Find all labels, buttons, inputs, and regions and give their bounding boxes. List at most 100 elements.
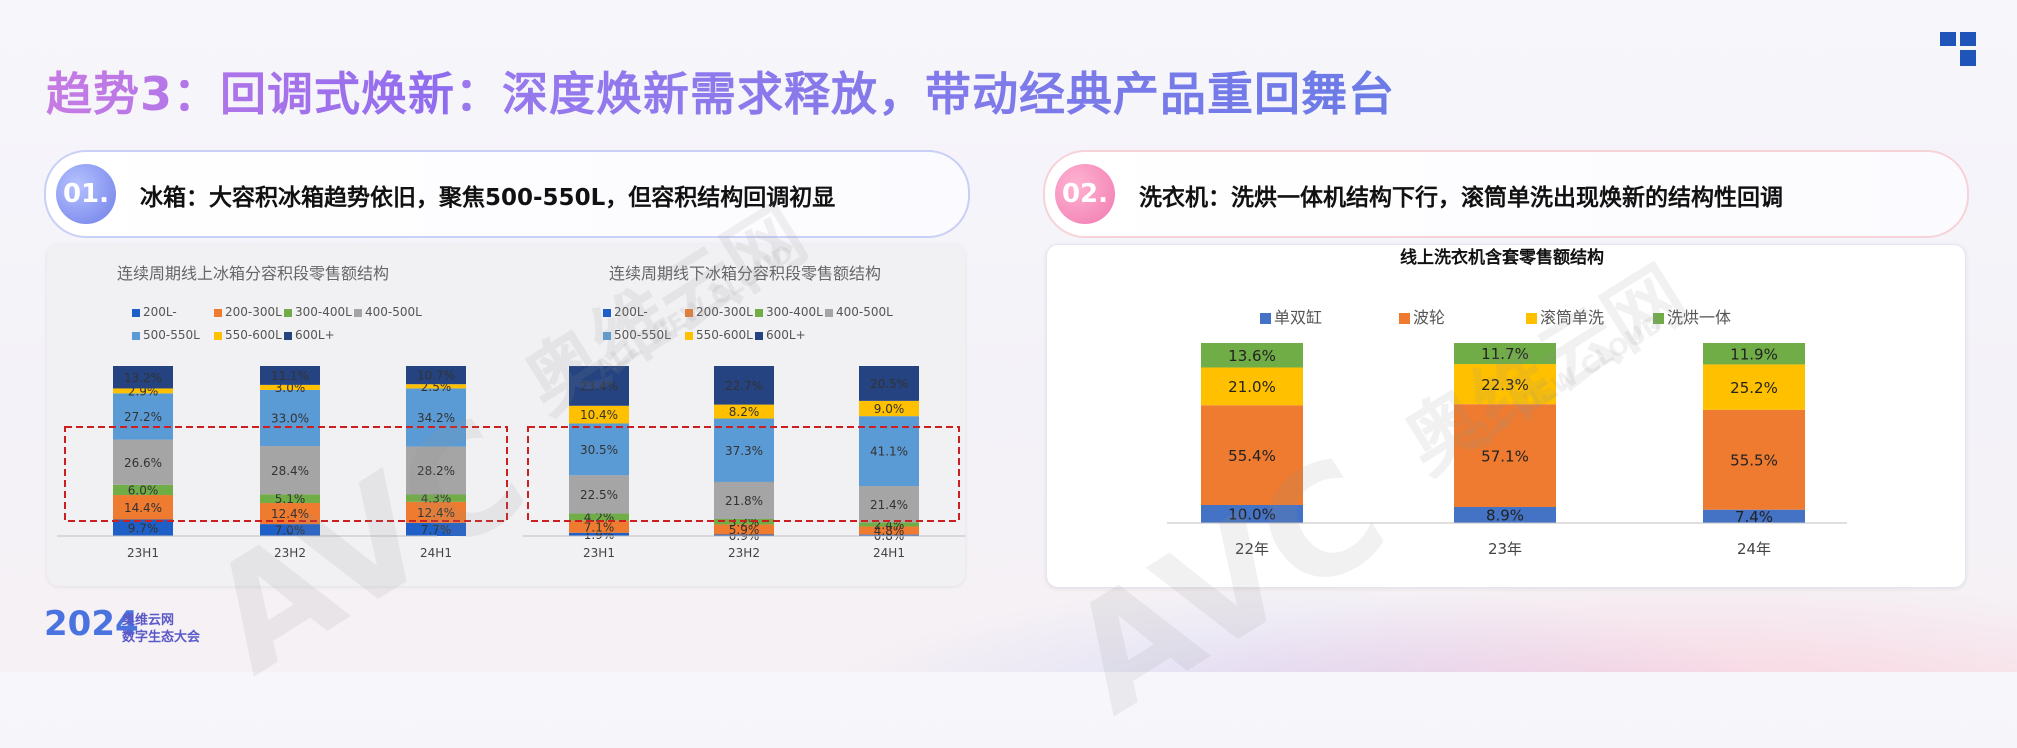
- bar-segment: [714, 524, 774, 535]
- bar-segment: [113, 366, 173, 389]
- data-label: 11.7%: [1481, 345, 1529, 363]
- category-label: 24H1: [420, 546, 452, 560]
- legend-label: 单双缸: [1274, 308, 1322, 327]
- data-label: 57.1%: [1481, 447, 1529, 465]
- data-label: 14.4%: [124, 501, 162, 515]
- legend-swatch: [1260, 313, 1271, 324]
- data-label: 10.7%: [417, 369, 455, 383]
- data-label: 10.4%: [580, 408, 618, 422]
- section-number-badge: 01.: [56, 164, 116, 224]
- legend-label: 滚筒单洗: [1540, 308, 1604, 327]
- data-label: 21.8%: [725, 494, 763, 508]
- bar-segment: [113, 393, 173, 440]
- data-label: 9.7%: [128, 521, 159, 535]
- bar-segment: [859, 486, 919, 523]
- bar-segment: [113, 495, 173, 520]
- bar-segment: [1454, 364, 1556, 405]
- bar-segment: [714, 534, 774, 536]
- bar-segment: [260, 446, 320, 495]
- legend-label: 300-400L: [766, 305, 823, 319]
- bar-segment: [1201, 505, 1303, 523]
- legend-label: 200-300L: [696, 305, 753, 319]
- legend-swatch: [825, 309, 833, 317]
- data-label: 5.1%: [275, 492, 306, 506]
- bar-segment: [260, 366, 320, 385]
- data-label: 41.1%: [870, 445, 908, 459]
- legend-swatch: [354, 309, 362, 317]
- category-label: 24H1: [873, 546, 905, 560]
- legend-label: 500-550L: [143, 328, 200, 342]
- legend-swatch: [755, 332, 763, 340]
- data-label: 23.4%: [580, 379, 618, 393]
- data-label: 20.5%: [870, 377, 908, 391]
- legend-label: 600L+: [766, 328, 806, 342]
- data-label: 21.0%: [1228, 378, 1276, 396]
- bar-segment: [569, 532, 629, 536]
- legend-swatch: [132, 309, 140, 317]
- legend-swatch: [685, 309, 693, 317]
- footer-event: 数字生态大会: [122, 630, 201, 645]
- bar-segment: [406, 522, 466, 536]
- data-label: 12.4%: [417, 506, 455, 520]
- washer-chart-panel: 线上洗衣机含套零售额结构单双缸 波轮 滚筒单洗 洗烘一体 10.0% 55.4% 21.0%…: [1046, 244, 1966, 588]
- legend-swatch: [214, 309, 222, 317]
- data-label: 11.1%: [271, 369, 309, 383]
- bar-segment: [714, 481, 774, 519]
- bar-segment: [1703, 364, 1805, 410]
- data-label: 6.0%: [128, 483, 159, 497]
- bar-segment: [406, 494, 466, 502]
- bar-segment: [1201, 405, 1303, 505]
- brand-logo-icon: [1940, 32, 1978, 68]
- chart-title: 连续周期线上冰箱分容积段零售额结构: [117, 264, 389, 283]
- legend-label: 200L-: [143, 305, 177, 319]
- data-label: 7.1%: [584, 520, 615, 534]
- bar-segment: [859, 526, 919, 535]
- fridge-charts-svg: 连续周期线上冰箱分容积段零售额结构 200L- 200-300L 300-400L 40…: [57, 264, 965, 560]
- data-label: 4.3%: [421, 492, 452, 506]
- category-label: 24年: [1737, 540, 1771, 558]
- footer-year: 2024: [44, 604, 139, 644]
- bar-segment: [859, 522, 919, 527]
- bar-segment: [859, 366, 919, 401]
- data-label: 8.2%: [729, 405, 760, 419]
- section-header-fridge: 01. 冰箱：大容积冰箱趋势依旧，聚焦500-550L，但容积结构回调初显: [44, 150, 970, 238]
- legend-label: 洗烘一体: [1667, 308, 1731, 327]
- bar-segment: [569, 475, 629, 514]
- bar-segment: [1703, 509, 1805, 523]
- bar-segment: [1454, 343, 1556, 365]
- data-label: 34.2%: [417, 411, 455, 425]
- section-header-washer: 02. 洗衣机：洗烘一体机结构下行，滚筒单洗出现焕新的结构性回调: [1043, 150, 1969, 238]
- legend-label: 波轮: [1413, 308, 1445, 327]
- page-title: 趋势3：回调式焕新：深度焕新需求释放，带动经典产品重回舞台: [46, 58, 1395, 124]
- highlight-box: [527, 426, 960, 522]
- data-label: 26.6%: [124, 456, 162, 470]
- bar-segment: [260, 384, 320, 390]
- data-label: 21.4%: [870, 498, 908, 512]
- data-label: 10.0%: [1228, 506, 1276, 524]
- data-label: 12.4%: [271, 507, 309, 521]
- bar-segment: [1201, 367, 1303, 406]
- section-number-badge: 02.: [1055, 164, 1115, 224]
- section-header-text: 洗衣机：洗烘一体机结构下行，滚筒单洗出现焕新的结构性回调: [1139, 185, 1783, 211]
- data-label: 13.2%: [124, 371, 162, 385]
- legend-label: 400-500L: [365, 305, 422, 319]
- data-label: 11.9%: [1730, 345, 1778, 363]
- category-label: 23H1: [127, 546, 159, 560]
- data-label: 28.4%: [271, 464, 309, 478]
- category-label: 23H2: [728, 546, 760, 560]
- data-label: 37.3%: [725, 444, 763, 458]
- data-label: 28.2%: [417, 464, 455, 478]
- bar-segment: [569, 423, 629, 476]
- legend-swatch: [603, 332, 611, 340]
- data-label: 27.2%: [124, 410, 162, 424]
- chart-title: 线上洗衣机含套零售额结构: [1400, 247, 1604, 268]
- page-title-highlight: 趋势3：回调式焕新: [46, 67, 456, 121]
- bar-segment: [113, 519, 173, 536]
- category-label: 22年: [1235, 540, 1269, 558]
- legend-swatch: [284, 332, 292, 340]
- category-label: 23H2: [274, 546, 306, 560]
- bar-segment: [406, 501, 466, 523]
- data-label: 55.4%: [1228, 447, 1276, 465]
- legend-label: 500-550L: [614, 328, 671, 342]
- bar-segment: [260, 524, 320, 536]
